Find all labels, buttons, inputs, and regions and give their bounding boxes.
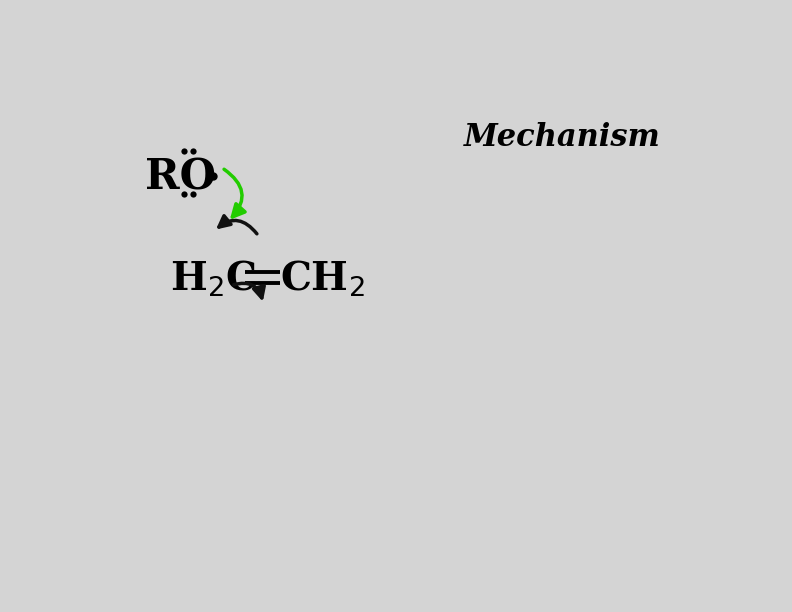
Text: CH$_2$: CH$_2$: [280, 258, 365, 299]
Text: H$_2$C: H$_2$C: [169, 258, 256, 299]
Text: RO: RO: [145, 156, 216, 198]
Text: Mechanism: Mechanism: [464, 122, 661, 152]
